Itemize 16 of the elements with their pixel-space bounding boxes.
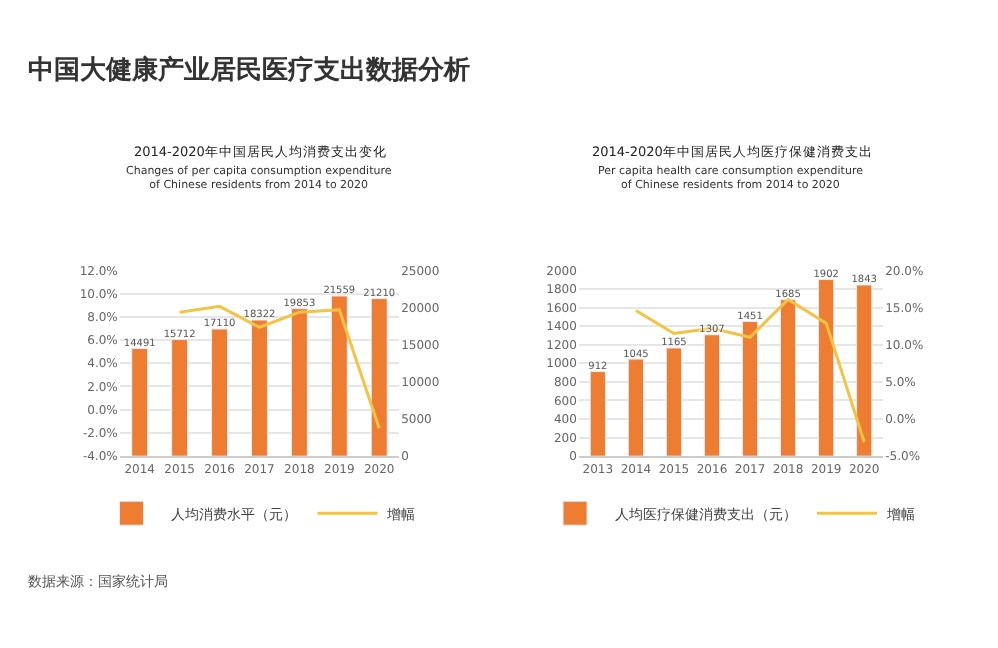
text: 中国大健康产业居民医疗支出数据分析 xyxy=(28,54,470,86)
bar xyxy=(665,347,683,457)
bar xyxy=(330,295,348,457)
bar xyxy=(171,338,189,457)
bar xyxy=(370,298,388,457)
bar xyxy=(589,370,606,457)
bar xyxy=(703,334,721,457)
bar xyxy=(818,278,835,457)
bar xyxy=(290,308,308,457)
bar xyxy=(131,347,149,457)
bar xyxy=(627,358,645,457)
bar xyxy=(856,284,873,457)
bar xyxy=(741,320,759,457)
bar xyxy=(211,328,229,457)
bar xyxy=(780,299,797,457)
bar xyxy=(251,319,268,457)
